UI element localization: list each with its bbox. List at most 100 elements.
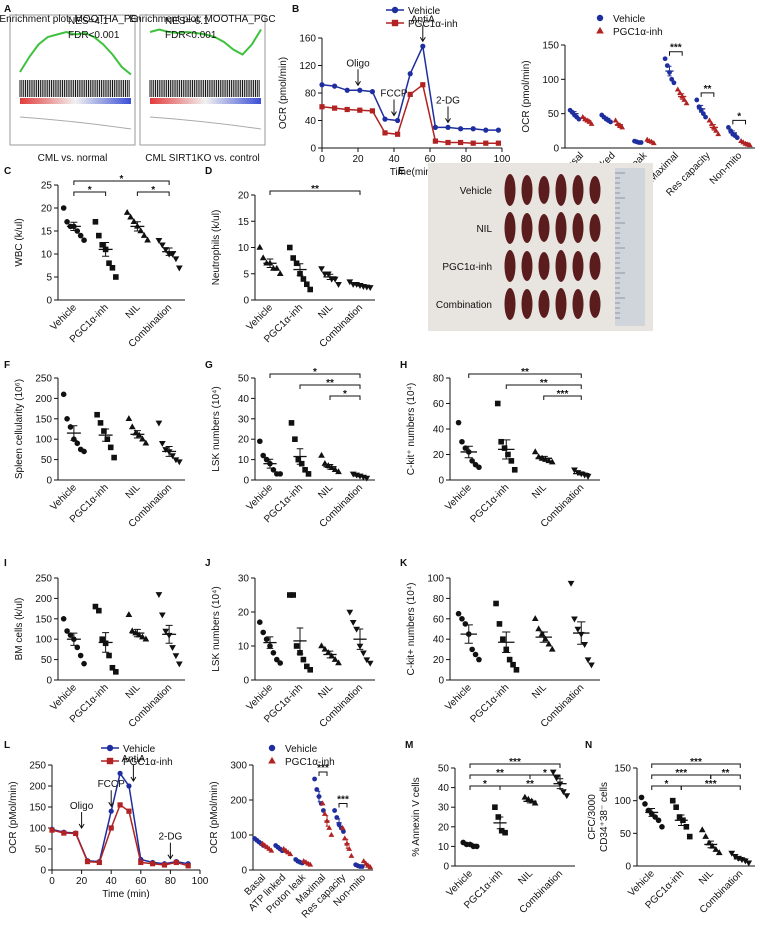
significance-bracket bbox=[669, 51, 683, 56]
error-bar bbox=[266, 258, 274, 268]
legend-label: PGC1α-inh bbox=[613, 27, 663, 38]
significance-label: * bbox=[343, 389, 347, 400]
significance-bracket bbox=[499, 785, 561, 790]
significance-bracket bbox=[651, 763, 741, 768]
data-point bbox=[553, 775, 560, 782]
y-tick-label: 20 bbox=[238, 435, 250, 446]
data-point bbox=[92, 219, 99, 225]
x-tick-label: 20 bbox=[76, 876, 88, 887]
significance-bracket bbox=[329, 395, 361, 400]
y-tick-label: 120 bbox=[299, 61, 316, 72]
data-point bbox=[109, 664, 116, 671]
data-point bbox=[476, 656, 482, 663]
y-axis-label: % Annexin V cells bbox=[411, 777, 422, 857]
data-point bbox=[650, 140, 657, 146]
y-tick-label: 40 bbox=[305, 116, 317, 127]
y-tick-label: 100 bbox=[614, 796, 631, 807]
data-point bbox=[162, 447, 170, 454]
data-point bbox=[96, 607, 102, 614]
error-bar bbox=[699, 104, 704, 113]
y-tick-label: 250 bbox=[35, 374, 52, 385]
data-point bbox=[300, 276, 307, 282]
y-tick-label: 150 bbox=[29, 803, 46, 814]
data-point bbox=[127, 213, 134, 220]
significance-bracket bbox=[680, 785, 741, 790]
data-point bbox=[158, 441, 166, 447]
y-tick-label: 50 bbox=[620, 829, 632, 840]
data-point bbox=[172, 457, 180, 464]
significance-label: * bbox=[665, 779, 669, 790]
data-point bbox=[321, 810, 328, 816]
significance-label: *** bbox=[690, 757, 702, 768]
y-tick-label: 100 bbox=[35, 435, 52, 446]
x-tick-label: 0 bbox=[49, 876, 55, 887]
data-point bbox=[344, 106, 350, 113]
error-bar bbox=[743, 142, 748, 145]
data-point bbox=[483, 127, 489, 133]
y-tick-label: 0 bbox=[553, 144, 559, 155]
error-bar bbox=[464, 445, 473, 459]
data-point bbox=[713, 127, 719, 133]
data-point bbox=[144, 236, 151, 243]
data-point bbox=[369, 89, 375, 95]
data-point bbox=[360, 650, 367, 657]
data-point bbox=[382, 116, 388, 122]
data-point bbox=[501, 445, 508, 451]
data-point bbox=[97, 420, 104, 426]
data-point bbox=[125, 611, 133, 617]
data-point bbox=[506, 656, 513, 663]
error-bar bbox=[296, 263, 304, 276]
y-tick-label: 100 bbox=[29, 824, 46, 835]
x-tick-label: 40 bbox=[106, 876, 118, 887]
y-tick-label: 150 bbox=[542, 41, 559, 52]
y-tick-label: 160 bbox=[299, 34, 316, 45]
spleen bbox=[521, 251, 533, 281]
error-bar bbox=[285, 850, 289, 855]
y-axis-label: CD34⁺38⁻ cells bbox=[599, 782, 610, 852]
data-point bbox=[292, 436, 298, 442]
data-point bbox=[571, 616, 578, 623]
spleen bbox=[538, 176, 550, 204]
significance-label: *** bbox=[337, 795, 349, 806]
spleen bbox=[504, 174, 516, 206]
data-point bbox=[96, 232, 102, 239]
legend-marker bbox=[106, 744, 114, 752]
x-tick-label: PGC1α-inh bbox=[468, 682, 511, 725]
y-tick-label: 200 bbox=[35, 394, 52, 405]
error-bar bbox=[365, 862, 369, 867]
x-tick-label: Vehicle bbox=[48, 482, 79, 513]
significance-label: * bbox=[543, 768, 547, 779]
gsea-stat: NES=4.1 bbox=[68, 16, 109, 27]
rank-heatmap bbox=[150, 98, 261, 104]
ranked-metric bbox=[149, 116, 262, 130]
data-point bbox=[366, 660, 374, 667]
data-point bbox=[458, 126, 464, 132]
x-tick-label: 100 bbox=[494, 154, 511, 165]
spleen bbox=[504, 250, 516, 282]
legend-label: PGC1α-inh bbox=[123, 757, 173, 768]
annotation-arrow bbox=[419, 25, 426, 43]
significance-bracket bbox=[269, 190, 361, 195]
data-point bbox=[728, 128, 734, 134]
error-bar bbox=[337, 818, 341, 828]
legend-label: PGC1α-inh bbox=[408, 19, 458, 30]
y-tick-label: 50 bbox=[438, 764, 450, 775]
y-tick-label: 25 bbox=[41, 181, 53, 192]
y-tick-label: 40 bbox=[438, 783, 450, 794]
data-point bbox=[500, 636, 506, 642]
data-point bbox=[290, 255, 296, 261]
data-point bbox=[492, 804, 498, 810]
data-point bbox=[703, 114, 708, 120]
legend-marker bbox=[268, 744, 276, 752]
ranked-metric bbox=[19, 116, 132, 130]
y-axis-label: OCR (pmol/min) bbox=[278, 57, 289, 129]
spleen bbox=[572, 175, 584, 205]
spleen bbox=[521, 289, 533, 319]
data-point bbox=[139, 435, 146, 442]
x-tick-label: 80 bbox=[460, 154, 472, 165]
error-bar bbox=[326, 463, 334, 470]
y-tick-label: 80 bbox=[433, 594, 445, 605]
data-point bbox=[293, 260, 300, 267]
data-point bbox=[67, 632, 74, 638]
y-axis-label: LSK numbers (10⁴) bbox=[211, 586, 222, 671]
